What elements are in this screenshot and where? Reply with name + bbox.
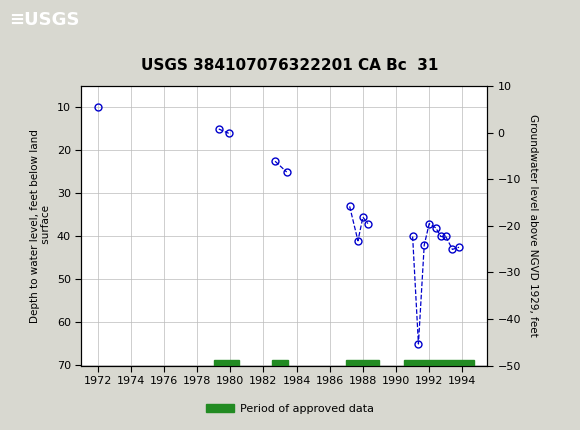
Bar xyxy=(214,360,238,366)
Y-axis label: Depth to water level, feet below land
 surface: Depth to water level, feet below land su… xyxy=(30,129,51,322)
Bar xyxy=(346,360,379,366)
Text: ≡USGS: ≡USGS xyxy=(9,12,79,29)
Bar xyxy=(272,360,288,366)
Bar xyxy=(404,360,474,366)
Y-axis label: Groundwater level above NGVD 1929, feet: Groundwater level above NGVD 1929, feet xyxy=(528,114,538,337)
Text: USGS 384107076322201 CA Bc  31: USGS 384107076322201 CA Bc 31 xyxy=(142,58,438,73)
Legend: Period of approved data: Period of approved data xyxy=(202,399,378,418)
